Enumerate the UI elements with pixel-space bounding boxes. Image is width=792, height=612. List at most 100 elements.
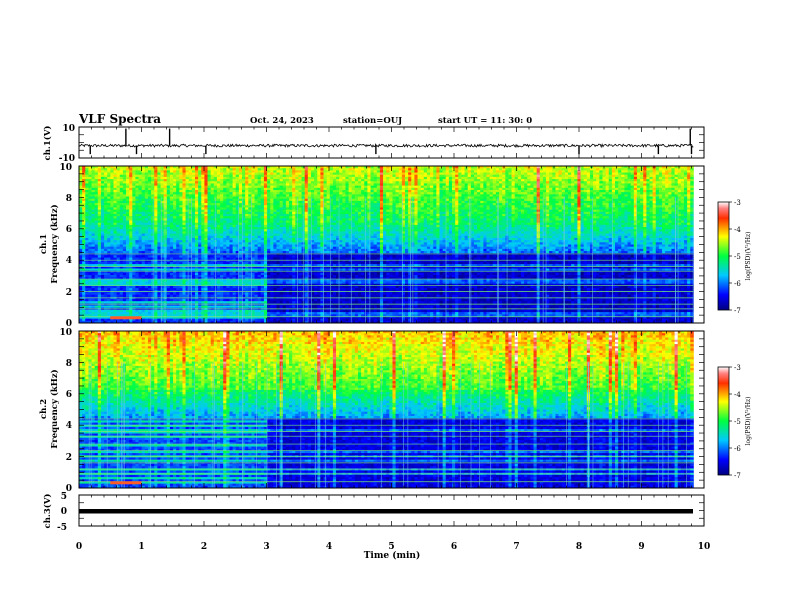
- ch1-spectrogram-cell: [295, 172, 299, 176]
- ch1-spectrogram-cell: [448, 192, 453, 195]
- ch1-spectrogram-cell: [586, 192, 591, 195]
- ch1-spectrogram-cell: [179, 176, 183, 180]
- ch1-spectrogram-cell: [298, 172, 302, 176]
- ch1-spectrogram-cell: [536, 181, 541, 184]
- ch1-spectrogram-cell: [633, 168, 638, 171]
- ch1-spectrogram-cell: [354, 192, 359, 195]
- ch1-spectrogram-cell: [292, 170, 296, 173]
- ch1-spectrogram-cell: [542, 194, 547, 197]
- ch1-spectrogram-cell: [383, 172, 387, 176]
- ch1-spectrogram-cell: [502, 192, 506, 195]
- ch1-spectrogram-cell: [248, 189, 252, 193]
- ch1-spectrogram-cell: [520, 168, 525, 171]
- ch1-spectrogram-cell: [357, 194, 362, 197]
- ch1-spectrogram-cell: [495, 189, 500, 193]
- ch1-spectrogram-cell: [141, 192, 146, 195]
- ch1-spectrogram-cell: [571, 198, 575, 202]
- ch1-spectrogram-cell: [326, 172, 331, 176]
- ch1-spectrogram-cell: [147, 181, 152, 184]
- ch1-spectrogram-cell: [251, 192, 255, 195]
- ch1-spectrogram-cell: [486, 179, 491, 182]
- ch1-spectrogram-cell: [599, 192, 603, 195]
- ch1-spectrogram-cell: [79, 187, 83, 191]
- ch1-spectrogram-cell: [238, 168, 243, 171]
- ch1-spectrogram-cell: [680, 174, 685, 178]
- ch1-spectrogram-cell: [564, 198, 569, 202]
- ch1-spectrogram-cell: [577, 192, 581, 195]
- ch1-spectrogram-cell: [549, 196, 553, 200]
- ch1-spectrogram-cell: [580, 192, 585, 195]
- ch1-spectrogram-cell: [166, 187, 171, 191]
- ch1-spectrogram-cell: [558, 187, 563, 191]
- ch1-spectrogram-cell: [292, 192, 296, 195]
- ch1-spectrogram-cell: [436, 185, 440, 189]
- ch1-spectrogram-cell: [285, 179, 290, 182]
- ch1-spectrogram-cell: [285, 174, 290, 178]
- ch1-spectrogram-cell: [242, 179, 246, 182]
- ch1-spectrogram-cell: [364, 181, 368, 184]
- ch1-spectrogram-cell: [276, 200, 281, 204]
- ch1-spectrogram-cell: [530, 185, 534, 189]
- ch1-spectrogram-cell: [452, 187, 456, 191]
- ch1-spectrogram-cell: [486, 166, 491, 169]
- ch1-spectrogram-cell: [683, 168, 688, 171]
- ch1-spectrogram-cell: [564, 196, 569, 200]
- ch1-spectrogram-cell: [116, 192, 121, 195]
- ch1-spectrogram-cell: [571, 170, 575, 173]
- ch1-spectrogram-cell: [398, 170, 403, 173]
- ch1-spectrogram-cell: [226, 196, 230, 200]
- ch1-spectrogram-cell: [242, 166, 246, 169]
- ch1-spectrogram-cell: [386, 200, 390, 204]
- ch1-spectrogram-cell: [292, 174, 296, 178]
- ch1-spectrogram-cell: [154, 187, 158, 191]
- ch1-spectrogram-cell: [151, 172, 155, 176]
- ch1-spectrogram-cell: [107, 185, 111, 189]
- ch1-spectrogram-cell: [411, 168, 415, 171]
- ch1-spectrogram-cell: [492, 170, 497, 173]
- ch1-spectrogram-cell: [605, 181, 610, 184]
- ch1-spectrogram-cell: [179, 179, 183, 182]
- ch1-spectrogram-cell: [470, 194, 475, 197]
- ch1-spectrogram-cell: [589, 187, 594, 191]
- ch1-spectrogram-cell: [683, 172, 688, 176]
- ch1-spectrogram-cell: [395, 174, 400, 178]
- ch1-spectrogram-cell: [276, 194, 281, 197]
- ch1-spectrogram-cell: [665, 198, 669, 202]
- ch1-spectrogram-cell: [276, 183, 281, 187]
- ch1-spectrogram-cell: [546, 189, 550, 193]
- ch1-spectrogram-cell: [430, 192, 434, 195]
- ch1-spectrogram-cell: [329, 185, 334, 189]
- ch1-spectrogram-cell: [395, 176, 400, 180]
- ch1-spectrogram-cell: [452, 192, 456, 195]
- ch1-spectrogram-cell: [586, 198, 591, 202]
- ch1-spectrogram-cell: [508, 166, 512, 169]
- ch1-spectrogram-cell: [489, 183, 494, 187]
- ch1-spectrogram-cell: [223, 179, 227, 182]
- ch1-spectrogram-cell: [483, 189, 487, 193]
- ch1-spectrogram-cell: [640, 198, 644, 202]
- ch1-spectrogram-cell: [323, 185, 328, 189]
- ch1-spectrogram-cell: [668, 189, 672, 193]
- ch1-spectrogram-cell: [292, 183, 296, 187]
- ch1-spectrogram-cell: [289, 192, 293, 195]
- ch1-spectrogram-cell: [270, 176, 274, 180]
- ch1-spectrogram-cell: [499, 185, 503, 189]
- ch1-spectrogram-cell: [147, 170, 152, 173]
- ch1-spectrogram-cell: [539, 189, 544, 193]
- ch1-spectrogram-cell: [213, 179, 218, 182]
- ch1-spectrogram-cell: [630, 166, 635, 169]
- ch1-spectrogram-cell: [539, 183, 544, 187]
- ch1-spectrogram-cell: [511, 172, 516, 176]
- ch1-spectrogram-cell: [502, 172, 506, 176]
- ch1-spectrogram-cell: [652, 174, 657, 178]
- ch1-spectrogram-cell: [238, 170, 243, 173]
- ch1-spectrogram-cell: [226, 179, 230, 182]
- ch1-spectrogram-cell: [100, 179, 105, 182]
- ch1-spectrogram-cell: [386, 166, 390, 169]
- ch1-spectrogram-cell: [420, 194, 425, 197]
- ch1-spectrogram-cell: [154, 196, 158, 200]
- ch1-spectrogram-cell: [580, 172, 585, 176]
- ch1-spectrogram-cell: [157, 168, 161, 171]
- ch1-spectrogram-cell: [658, 176, 663, 180]
- ch1-spectrogram-cell: [452, 185, 456, 189]
